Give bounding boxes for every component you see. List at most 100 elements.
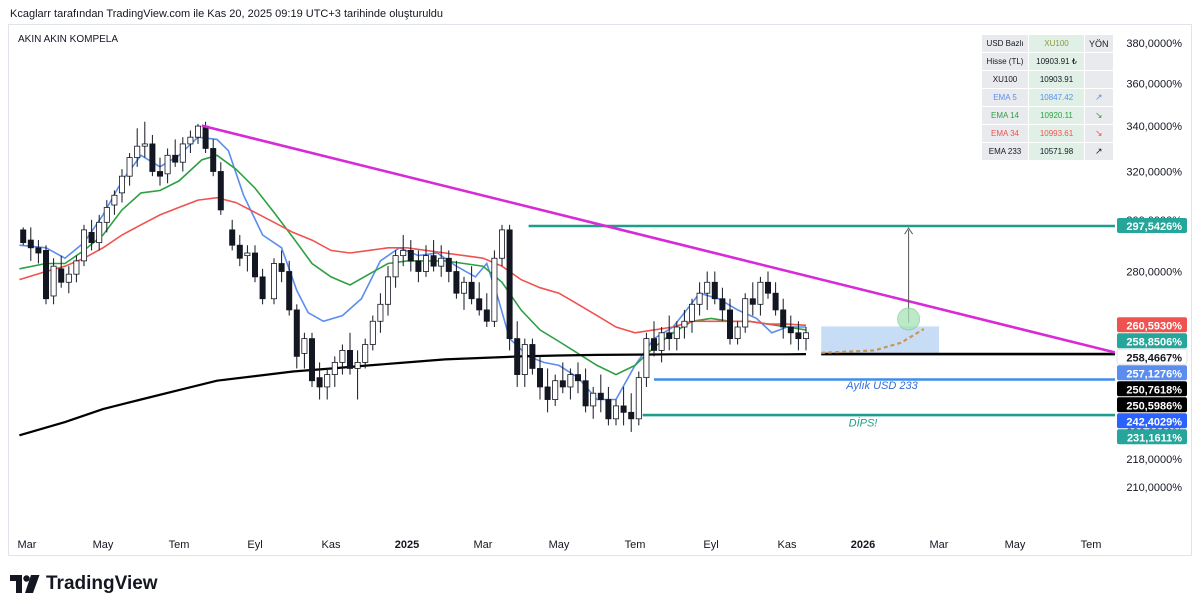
candle-body-down (293, 309, 300, 357)
candle (27, 227, 34, 261)
candle (544, 368, 551, 413)
candle (681, 309, 688, 339)
x-tick-label: May (549, 539, 570, 551)
x-tick-label: Eyl (247, 539, 262, 551)
candle-body-up (126, 157, 133, 177)
tradingview-wordmark: TradingView (46, 573, 158, 594)
candle (270, 258, 277, 305)
price-label: 260,5930% (1117, 317, 1187, 333)
candle-body-down (772, 292, 779, 311)
price-label-text: 257,1276% (1126, 368, 1182, 380)
candle (590, 386, 597, 419)
price-label-bg (1117, 333, 1187, 349)
candle (727, 298, 734, 345)
candle-body-down (251, 252, 258, 278)
candle-body-down (407, 250, 414, 262)
candle-body-down (780, 309, 787, 328)
candle (134, 128, 141, 167)
candle-body-down (597, 392, 604, 400)
candle-body-up (50, 265, 57, 297)
y-tick-label: 380,0000% (1126, 38, 1182, 50)
candle (415, 250, 422, 283)
candle (422, 245, 429, 277)
indicator-direction (1085, 53, 1113, 70)
candle (339, 344, 346, 375)
indicator-value: 10903.91 (1029, 71, 1084, 88)
candle (96, 214, 103, 251)
candle (521, 338, 528, 387)
indicator-direction: ↘ (1085, 125, 1113, 142)
candle-body-up (141, 143, 148, 147)
candle (514, 321, 521, 387)
candle (749, 282, 756, 316)
candle (575, 362, 582, 394)
candle (149, 134, 156, 177)
target-arrow-head (904, 227, 914, 235)
candle-body-down (483, 309, 490, 322)
candle (141, 121, 148, 158)
series-line-ema-34 (19, 196, 807, 334)
candle (293, 304, 300, 369)
candle-body-down (278, 263, 285, 272)
candle-body-up (392, 255, 399, 278)
candle-body-down (172, 154, 179, 163)
indicator-label: EMA 233 (982, 143, 1028, 160)
candle-body-down (453, 271, 460, 294)
candle-body-down (35, 247, 42, 254)
candle-body-down (27, 239, 34, 249)
x-tick-label: Tem (1081, 539, 1102, 551)
candle-body-up (324, 374, 331, 388)
tradingview-logo[interactable]: TradingView (10, 573, 158, 595)
candle (369, 315, 376, 351)
candle (628, 393, 635, 432)
candle-body-up (179, 143, 186, 163)
candle (787, 315, 794, 345)
candle-body-up (673, 326, 680, 340)
candle-body-down (445, 257, 452, 272)
x-tick-label: Mar (18, 539, 37, 551)
candle-body-down (430, 255, 437, 267)
candle-body-down (202, 125, 209, 149)
candle-body-down (468, 281, 475, 300)
candle (308, 332, 315, 387)
candle-body-up (354, 361, 361, 369)
candle (377, 293, 384, 333)
candle (635, 371, 642, 426)
x-tick-label: Mar (930, 539, 949, 551)
y-tick-label: 218,0000% (1126, 454, 1182, 466)
candle (407, 240, 414, 272)
candle-body-up (742, 298, 749, 328)
candle (58, 255, 65, 288)
x-tick-label: Tem (625, 539, 646, 551)
series-line-ema-233 (19, 353, 807, 437)
candle (696, 282, 703, 316)
candle (164, 148, 171, 184)
price-label: 250,7618% (1117, 381, 1187, 397)
indicator-label: EMA 34 (982, 125, 1028, 142)
candle-body-down (582, 380, 589, 407)
price-label: 257,1276% (1117, 365, 1187, 381)
candle-body-up (552, 380, 559, 400)
candle (529, 338, 536, 375)
candle (111, 190, 118, 215)
candle-body-up (658, 332, 665, 351)
indicator-row: EMA 34 10993.61 ↘ (982, 125, 1113, 142)
candle (50, 258, 57, 305)
candle-body-up (521, 344, 528, 375)
candle-body-down (559, 380, 566, 388)
candle (179, 137, 186, 172)
candle-body-up (567, 374, 574, 388)
candle-body-down (43, 250, 50, 300)
candle-body-up (301, 338, 308, 354)
candle (689, 298, 696, 333)
indicator-direction: ↘ (1085, 107, 1113, 124)
candle-body-down (58, 268, 65, 283)
candle (719, 287, 726, 322)
chart-annotation: DİPS! (849, 418, 878, 430)
x-tick-label: Kas (778, 539, 797, 551)
candle (392, 250, 399, 288)
indicator-value: 10571.98 (1029, 143, 1084, 160)
candle-body-up (164, 154, 171, 175)
candle-body-up (103, 207, 110, 223)
